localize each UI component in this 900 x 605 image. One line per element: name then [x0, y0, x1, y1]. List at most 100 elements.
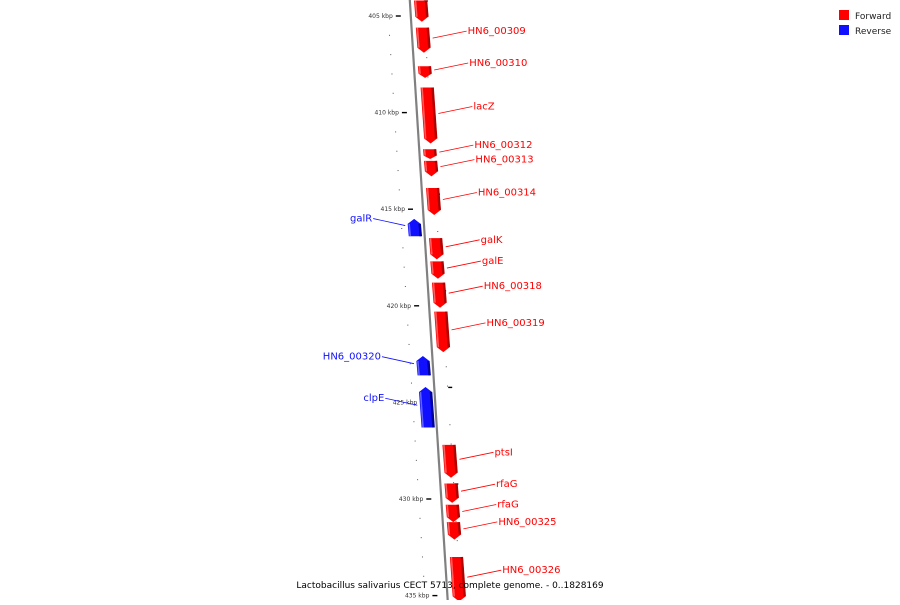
gene-label-leader [440, 159, 475, 168]
gene-shade [441, 261, 445, 274]
gene-forward[interactable]: galK [429, 235, 503, 260]
gene-forward[interactable]: ptsI [442, 444, 513, 478]
gene-shade [436, 187, 441, 211]
gene-label-leader [460, 483, 496, 492]
gene-arrow[interactable] [413, 0, 429, 22]
gene-arrow[interactable] [423, 160, 438, 177]
gene-label[interactable]: galR [350, 214, 372, 225]
legend-forward-swatch [839, 10, 849, 20]
gene-highlight [431, 261, 434, 274]
gene-shade [426, 27, 431, 48]
gene-shade [429, 391, 435, 428]
gene-reverse[interactable]: HN6_00320 [323, 352, 431, 376]
gene-label[interactable]: HN6_00312 [474, 140, 532, 151]
gene-highlight [432, 282, 436, 303]
gene-highlight [429, 238, 433, 255]
gene-forward[interactable]: lacZ [420, 87, 495, 144]
legend-forward-label: Forward [855, 12, 891, 22]
gene-forward[interactable]: HN6_00310 [417, 58, 528, 78]
gene-label[interactable]: rfaG [497, 499, 519, 510]
gene-label[interactable]: ptsI [494, 447, 512, 458]
gene-arrow[interactable] [445, 504, 460, 523]
gene-forward[interactable]: HN6_00314 [426, 187, 536, 215]
gene-label-leader [373, 218, 406, 226]
gene-label-leader [432, 30, 467, 39]
gene-highlight [421, 87, 427, 139]
gene-reverse[interactable]: galR [350, 214, 423, 237]
gene-highlight [450, 556, 455, 597]
gene-forward[interactable]: HN6_00313 [423, 155, 534, 177]
gene-forward[interactable]: HN6_00319 [434, 311, 545, 353]
gene-features: HN6_00309 HN6_00310 lacZ HN6_00312 HN6_00313… [323, 0, 561, 602]
gene-highlight [426, 187, 430, 211]
gene-label-leader [385, 397, 418, 406]
tick-label: 420 kbp [387, 303, 412, 310]
tick-label: 410 kbp [374, 110, 399, 117]
gene-label[interactable]: lacZ [473, 101, 494, 112]
gene-arrow[interactable] [423, 149, 437, 159]
gene-label-leader [448, 285, 483, 294]
gene-shade [456, 504, 461, 518]
gene-label[interactable]: HN6_00326 [502, 565, 560, 576]
gene-forward[interactable] [413, 0, 429, 22]
gene-arrow[interactable] [407, 218, 422, 237]
gene-highlight [416, 27, 420, 48]
gene-arrow[interactable] [430, 261, 445, 279]
gene-arrow[interactable] [444, 483, 459, 503]
gene-arrow[interactable] [417, 66, 432, 78]
gene-highlight [417, 360, 420, 376]
gene-arrow[interactable] [429, 238, 444, 260]
gene-forward[interactable]: rfaG [444, 479, 518, 503]
gene-label-leader [445, 239, 480, 248]
gene-label[interactable]: HN6_00318 [484, 281, 542, 292]
gene-highlight [446, 504, 450, 518]
gene-label[interactable]: rfaG [496, 479, 518, 490]
gene-reverse[interactable]: clpE [363, 386, 435, 428]
gene-shade [424, 0, 429, 17]
gene-shade [439, 238, 444, 255]
gene-label[interactable]: HN6_00309 [468, 26, 526, 37]
gene-highlight [424, 160, 428, 172]
gene-label-leader [467, 569, 502, 578]
gene-forward[interactable]: HN6_00325 [446, 517, 557, 540]
gene-highlight [423, 149, 426, 156]
gene-shade [434, 160, 439, 172]
tick-label: 435 kbp [405, 593, 430, 600]
gene-label[interactable]: galE [482, 256, 504, 267]
gene-label[interactable]: HN6_00310 [469, 58, 527, 69]
gene-label-leader [446, 260, 481, 269]
gene-highlight [443, 444, 447, 473]
gene-label[interactable]: HN6_00320 [323, 352, 381, 363]
gene-shade [433, 149, 437, 156]
gene-label[interactable]: galK [481, 235, 503, 246]
gene-forward[interactable]: HN6_00312 [423, 140, 533, 159]
gene-label[interactable]: HN6_00314 [478, 187, 536, 198]
gene-forward[interactable]: HN6_00318 [431, 281, 542, 308]
tick-label: 430 kbp [399, 496, 424, 503]
gene-label[interactable]: HN6_00319 [487, 318, 545, 329]
gene-highlight [447, 522, 451, 535]
gene-arrow[interactable] [446, 522, 461, 540]
gene-label-leader [462, 504, 497, 512]
gene-shade [431, 87, 438, 139]
gene-highlight [414, 0, 418, 17]
gene-forward[interactable]: HN6_00309 [415, 26, 526, 53]
gene-arrow[interactable] [416, 356, 431, 376]
gene-forward[interactable]: rfaG [445, 499, 519, 523]
gene-highlight [445, 483, 448, 498]
gene-forward[interactable]: HN6_00326 [449, 556, 561, 602]
gene-label[interactable]: HN6_00313 [475, 155, 533, 166]
legend: Forward Reverse [839, 10, 892, 37]
tick-label: 405 kbp [368, 13, 393, 20]
gene-highlight [434, 311, 440, 348]
gene-label-leader [438, 106, 473, 114]
gene-shade [457, 522, 462, 535]
gene-label-leader [451, 322, 486, 331]
tick-label: 415 kbp [381, 206, 406, 213]
gene-label[interactable]: clpE [363, 393, 384, 404]
gene-label[interactable]: HN6_00325 [498, 517, 556, 528]
gene-forward[interactable]: galE [430, 256, 503, 279]
gene-shade [445, 311, 451, 348]
legend-reverse-swatch [839, 25, 849, 35]
